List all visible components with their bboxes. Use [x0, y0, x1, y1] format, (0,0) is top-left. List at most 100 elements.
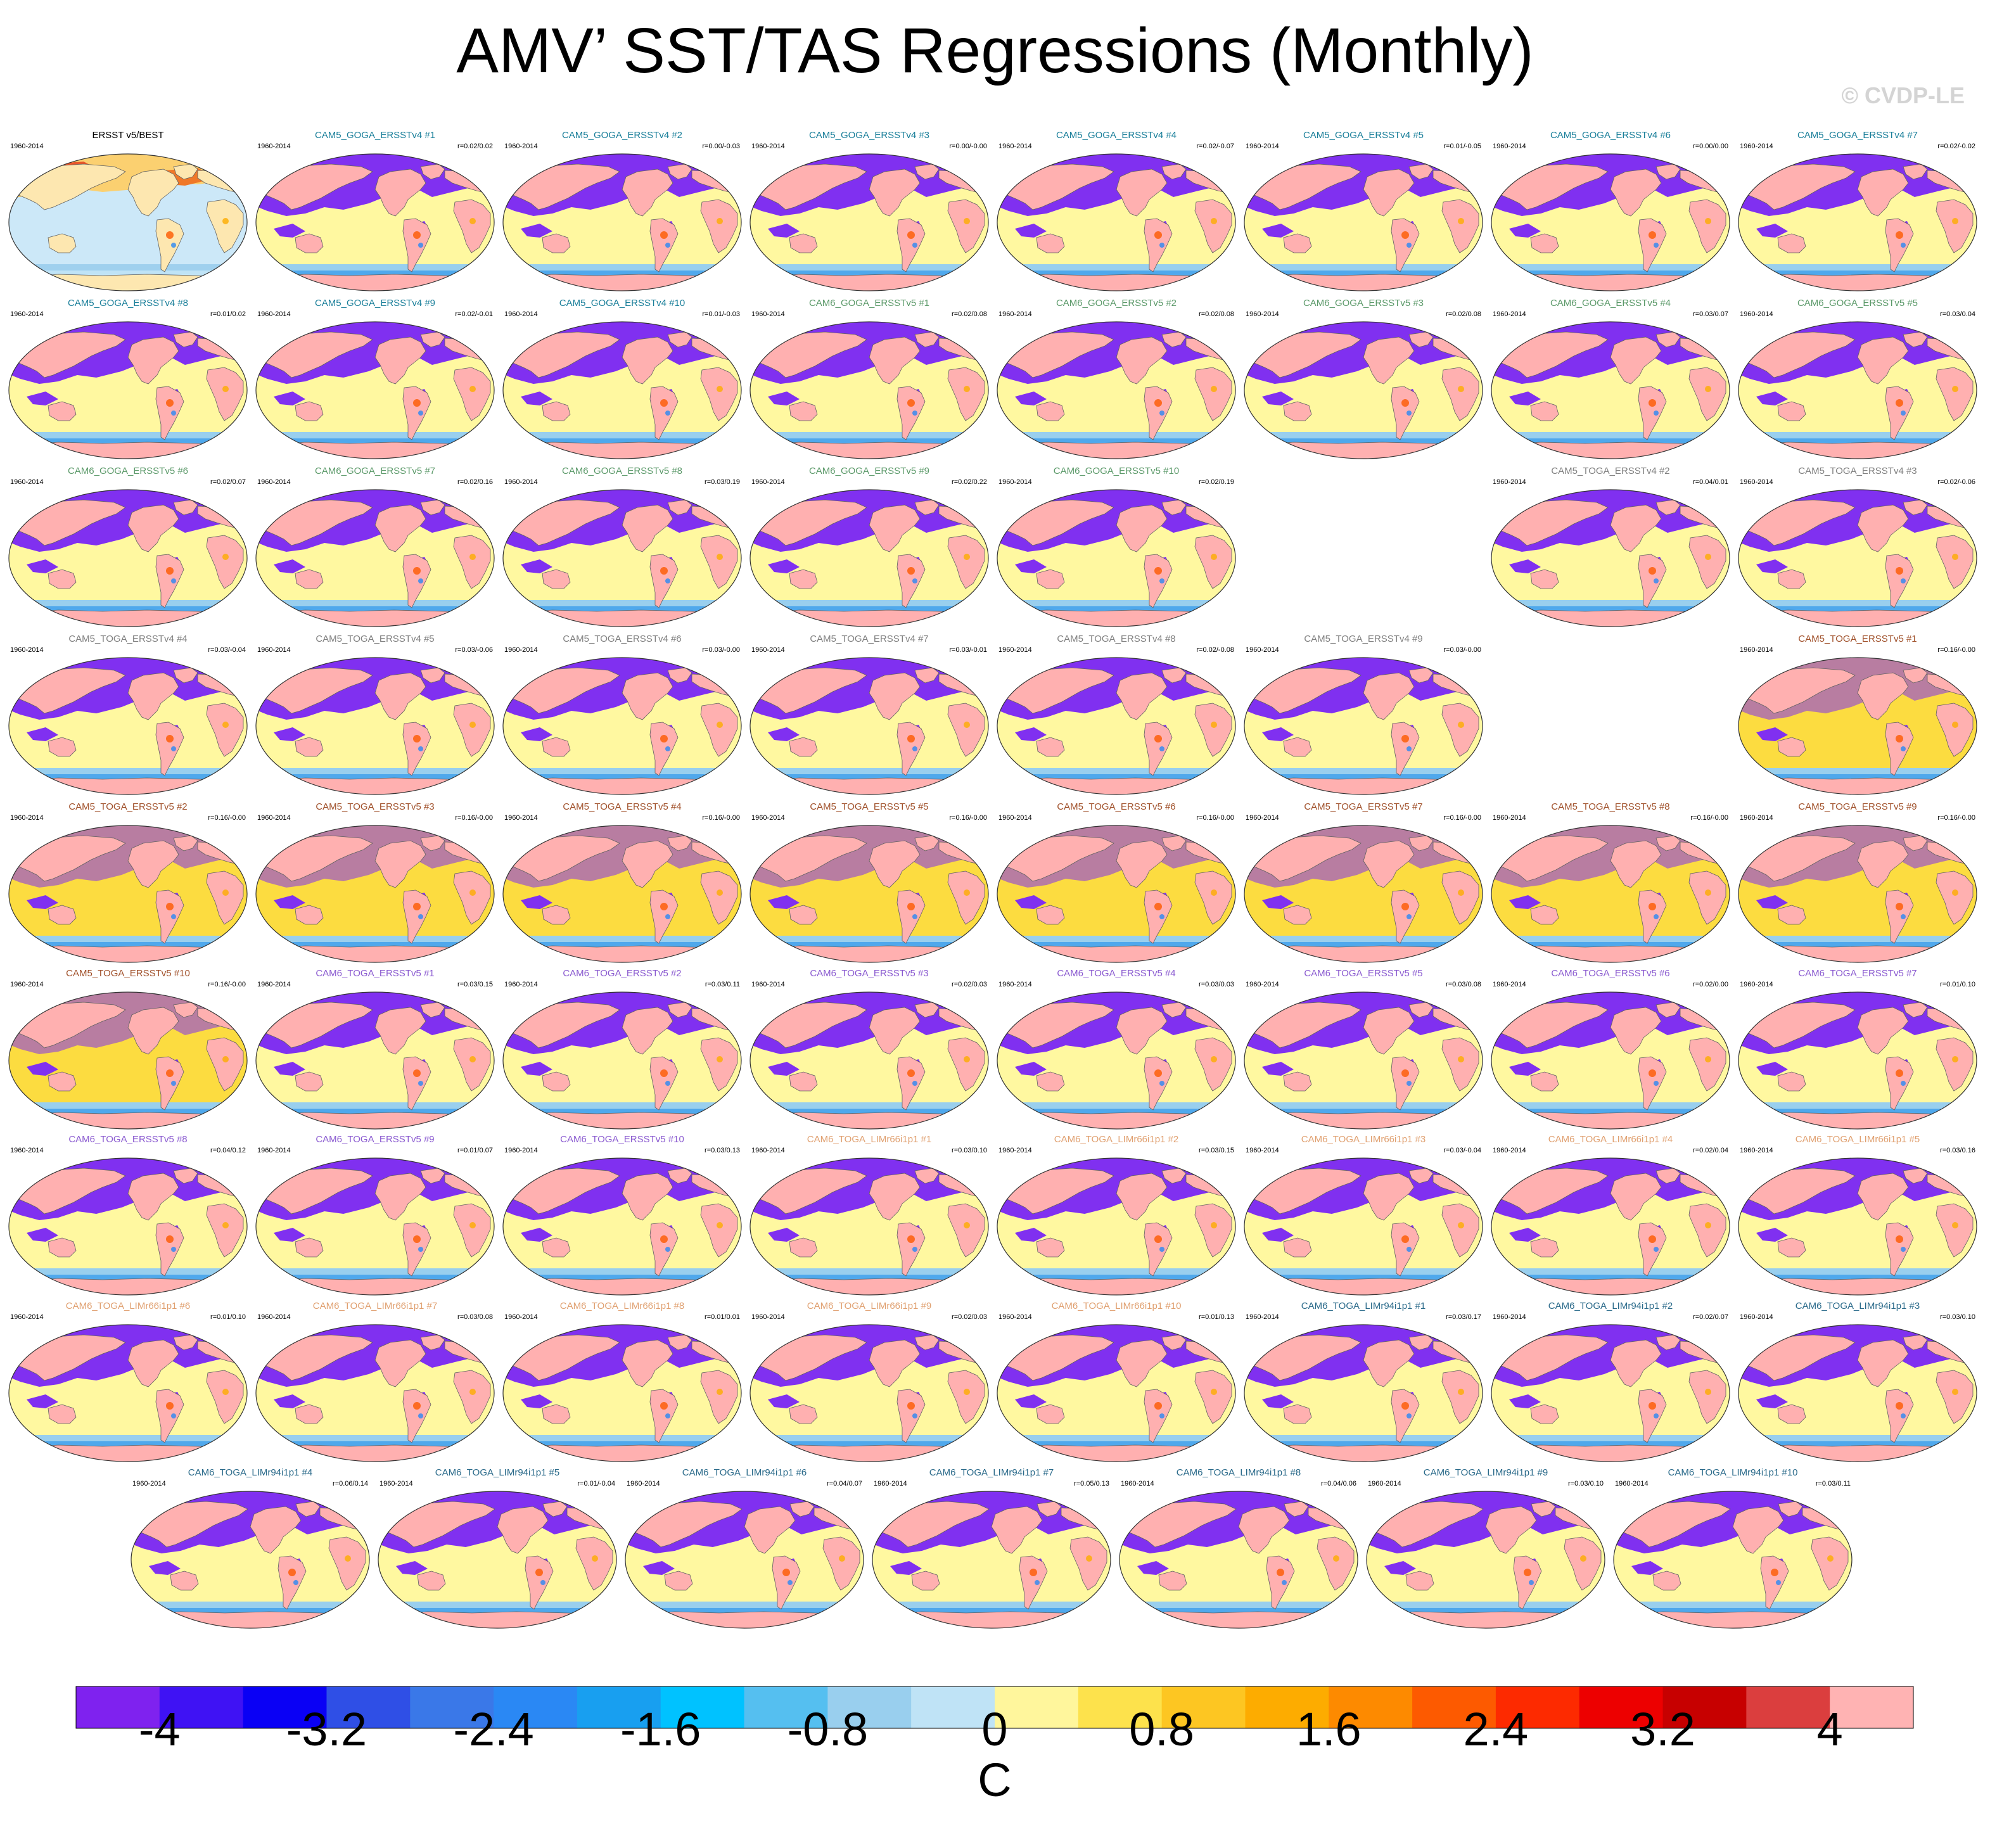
map-panel: CAM6_TOGA_ERSSTv5 #7 1960-2014 r=0.01/0.10 [1737, 968, 1978, 1134]
colorbar-tick-label: -0.8 [787, 1703, 869, 1756]
regression-map [255, 825, 495, 963]
colorbar-segment [660, 1686, 745, 1728]
regression-map [8, 1157, 248, 1296]
panel-title: CAM6_TOGA_ERSSTv5 #8 [68, 1134, 188, 1145]
regression-map [1738, 321, 1977, 459]
panel-years: 1960-2014 [998, 1313, 1032, 1321]
panel-years: 1960-2014 [998, 478, 1032, 486]
map-panel: CAM5_GOGA_ERSSTv4 #8 1960-2014 r=0.01/0.02 [8, 298, 248, 464]
panel-years: 1960-2014 [504, 310, 538, 318]
panel-correlation: r=0.03/-0.06 [455, 646, 493, 654]
panel-years: 1960-2014 [10, 646, 44, 654]
map-panel: CAM5_GOGA_ERSSTv4 #6 1960-2014 r=0.00/0.00 [1490, 130, 1731, 296]
panel-years: 1960-2014 [1740, 814, 1773, 822]
colorbar-segment [1495, 1686, 1580, 1728]
panel-correlation: r=0.02/-0.08 [1196, 646, 1234, 654]
panel-years: 1960-2014 [10, 478, 44, 486]
panel-correlation: r=0.02/0.08 [952, 310, 987, 318]
panel-title: CAM5_TOGA_ERSSTv4 #5 [316, 634, 435, 644]
panel-years: 1960-2014 [1493, 1147, 1526, 1154]
regression-map [997, 991, 1236, 1130]
panel-correlation: r=0.04/0.06 [1321, 1480, 1356, 1488]
map-panel: CAM6_TOGA_LIMr66i1p1 #5 1960-2014 r=0.03/0… [1737, 1134, 1978, 1300]
panel-years: 1960-2014 [10, 1313, 44, 1321]
map-panel: CAM5_TOGA_ERSSTv4 #7 1960-2014 r=0.03/-0.0… [749, 634, 990, 800]
regression-map [997, 657, 1236, 795]
panel-title: CAM5_TOGA_ERSSTv5 #4 [563, 801, 682, 812]
panel-title: CAM5_TOGA_ERSSTv4 #4 [68, 634, 188, 644]
panel-years: 1960-2014 [257, 814, 291, 822]
map-panel: CAM6_TOGA_ERSSTv5 #4 1960-2014 r=0.03/0.03 [996, 968, 1237, 1134]
panel-years: 1960-2014 [627, 1480, 660, 1488]
map-panel: CAM6_TOGA_LIMr66i1p1 #2 1960-2014 r=0.03/0… [996, 1134, 1237, 1300]
panel-title: CAM6_TOGA_LIMr94i1p1 #3 [1795, 1301, 1920, 1311]
colorbar-segment [1329, 1686, 1413, 1728]
map-panel: CAM6_TOGA_ERSSTv5 #9 1960-2014 r=0.01/0.07 [255, 1134, 495, 1300]
regression-map [1491, 825, 1730, 963]
panel-title: CAM6_TOGA_LIMr94i1p1 #4 [188, 1467, 313, 1478]
colorbar-segment [995, 1686, 1079, 1728]
regression-map [749, 489, 989, 627]
panel-years: 1960-2014 [751, 310, 785, 318]
panel-correlation: r=0.01/0.07 [457, 1147, 493, 1154]
panel-title: CAM6_TOGA_LIMr66i1p1 #2 [1054, 1134, 1179, 1145]
regression-map [502, 489, 742, 627]
panel-title: CAM6_TOGA_LIMr66i1p1 #4 [1548, 1134, 1673, 1145]
panel-title: ERSST v5/BEST [92, 130, 164, 141]
panel-correlation: r=0.00/-0.03 [702, 143, 740, 150]
panel-title: CAM6_TOGA_LIMr66i1p1 #6 [65, 1301, 191, 1311]
map-panel: CAM6_TOGA_ERSSTv5 #1 1960-2014 r=0.03/0.15 [255, 968, 495, 1134]
map-panel: CAM6_TOGA_LIMr66i1p1 #1 1960-2014 r=0.03/0… [749, 1134, 990, 1300]
regression-map [1738, 489, 1977, 627]
panel-years: 1960-2014 [1246, 1313, 1279, 1321]
panel-title: CAM6_TOGA_ERSSTv5 #1 [316, 968, 435, 979]
panel-years: 1960-2014 [504, 1147, 538, 1154]
panel-title: CAM6_GOGA_ERSSTv5 #1 [808, 298, 930, 309]
regression-map [625, 1491, 864, 1629]
panel-correlation: r=0.02/0.03 [952, 981, 987, 988]
regression-map [502, 657, 742, 795]
map-panel: CAM6_GOGA_ERSSTv5 #8 1960-2014 r=0.03/0.19 [502, 466, 743, 632]
map-panel: CAM6_TOGA_LIMr94i1p1 #2 1960-2014 r=0.02/0… [1490, 1301, 1731, 1467]
map-panel: CAM6_TOGA_LIMr66i1p1 #4 1960-2014 r=0.02/0… [1490, 1134, 1731, 1300]
panel-years: 1960-2014 [257, 478, 291, 486]
panel-title: CAM6_GOGA_ERSSTv5 #7 [314, 466, 436, 476]
panel-years: 1960-2014 [998, 310, 1032, 318]
panel-correlation: r=0.02/0.19 [1199, 478, 1234, 486]
panel-correlation: r=0.03/0.10 [1940, 1313, 1975, 1321]
panel-correlation: r=0.01/0.10 [1940, 981, 1975, 988]
regression-map [1491, 1324, 1730, 1462]
panel-correlation: r=0.04/0.07 [827, 1480, 862, 1488]
panel-title: CAM5_GOGA_ERSSTv4 #8 [67, 298, 189, 309]
panel-years: 1960-2014 [751, 981, 785, 988]
colorbar-tick-label: -1.6 [620, 1703, 701, 1756]
panel-years: 1960-2014 [751, 1313, 785, 1321]
panel-years: 1960-2014 [257, 310, 291, 318]
regression-map [8, 489, 248, 627]
regression-map [1738, 1324, 1977, 1462]
map-panel: ERSST v5/BEST 1960-2014 [8, 130, 248, 296]
colorbar-segment [1579, 1686, 1664, 1728]
panel-correlation: r=0.02/0.07 [210, 478, 246, 486]
panel-years: 1960-2014 [1493, 814, 1526, 822]
panel-correlation: r=0.02/-0.07 [1196, 143, 1234, 150]
regression-map [1244, 153, 1483, 291]
panel-correlation: r=0.16/-0.00 [1443, 814, 1481, 822]
panel-title: CAM6_GOGA_ERSSTv5 #9 [808, 466, 930, 476]
map-panel: CAM5_TOGA_ERSSTv5 #7 1960-2014 r=0.16/-0.0… [1243, 801, 1484, 967]
panel-years: 1960-2014 [10, 1147, 44, 1154]
panel-title: CAM6_GOGA_ERSSTv5 #8 [561, 466, 683, 476]
colorbar-segment [744, 1686, 828, 1728]
map-panel: CAM5_TOGA_ERSSTv4 #2 1960-2014 r=0.04/0.01 [1490, 466, 1731, 632]
panel-correlation: r=0.03/-0.04 [1443, 1147, 1481, 1154]
panel-correlation: r=0.02/-0.02 [1937, 143, 1975, 150]
panel-correlation: r=0.00/0.00 [1693, 143, 1728, 150]
regression-map [1366, 1491, 1605, 1629]
panel-title: CAM6_TOGA_LIMr94i1p1 #10 [1668, 1467, 1798, 1478]
panel-correlation: r=0.03/0.08 [1446, 981, 1481, 988]
panel-correlation: r=0.03/0.10 [1568, 1480, 1604, 1488]
panel-correlation: r=0.03/0.17 [1446, 1313, 1481, 1321]
panel-years: 1960-2014 [10, 981, 44, 988]
map-panel: CAM6_GOGA_ERSSTv5 #1 1960-2014 r=0.02/0.08 [749, 298, 990, 464]
colorbar-segment [1746, 1686, 1830, 1728]
